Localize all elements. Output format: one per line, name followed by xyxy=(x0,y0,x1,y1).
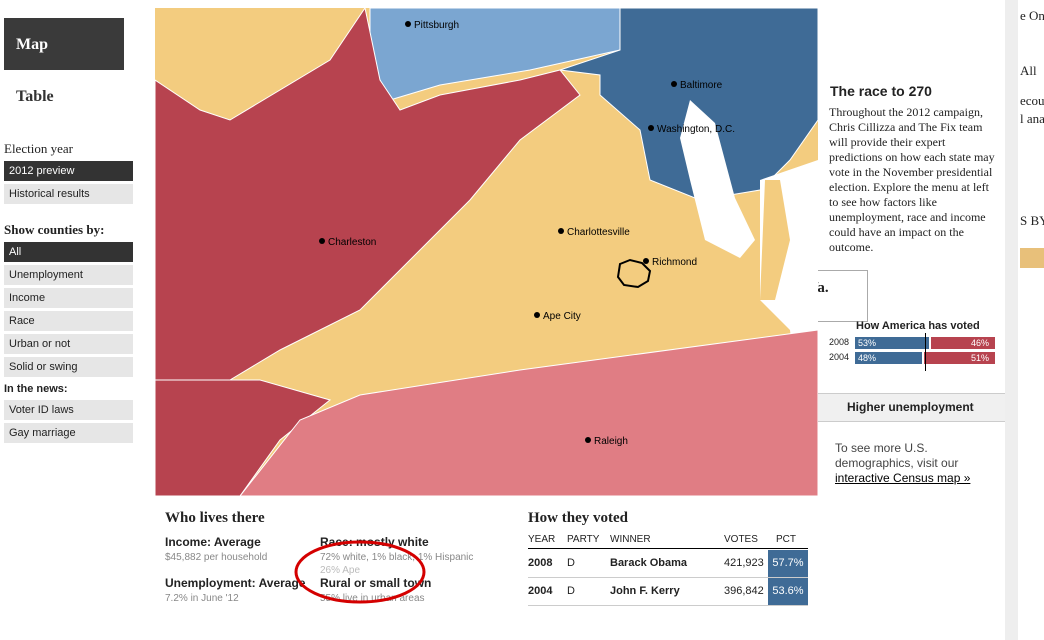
city-dot xyxy=(585,437,591,443)
city-dot xyxy=(405,21,411,27)
bar-label: 48% xyxy=(858,353,877,363)
table-cell: John F. Kerry xyxy=(610,585,680,597)
section-label: Show counties by: xyxy=(4,222,105,237)
year-option[interactable]: 2012 preview xyxy=(4,161,133,182)
news-link[interactable]: Gay marriage xyxy=(4,423,133,444)
panel-title: Who lives there xyxy=(165,510,265,526)
row-rule xyxy=(528,577,808,578)
map[interactable]: Pittsburgh Baltimore Washington, D.C. Charl… xyxy=(155,8,818,496)
profile-detail: 7.2% in June '12 xyxy=(165,593,239,604)
column-header: VOTES xyxy=(724,534,758,545)
rep-bar xyxy=(923,352,995,364)
city-dot xyxy=(558,228,564,234)
divider xyxy=(1005,0,1018,640)
edge-bar xyxy=(1020,248,1044,268)
bar-label: 51% xyxy=(971,353,990,363)
filter-option[interactable]: All xyxy=(4,242,133,263)
filter-option[interactable]: Unemployment xyxy=(4,265,133,286)
city-label: Ape City xyxy=(543,311,581,322)
table-cell: 53.6% xyxy=(768,578,808,605)
clipped-text: S BY xyxy=(1020,213,1044,228)
table-cell: 396,842 xyxy=(724,585,764,597)
clipped-text: All xyxy=(1020,63,1037,78)
city-label: Charlottesville xyxy=(567,227,630,238)
panel-body: Throughout the 2012 campaign, Chris Cill… xyxy=(829,105,995,254)
column-header: PARTY xyxy=(567,534,600,545)
census-text: To see more U.S. demographics, visit our xyxy=(835,441,959,470)
profile-detail: 55% live in urban areas xyxy=(320,593,425,604)
column-header: PCT xyxy=(776,534,796,545)
column-header: WINNER xyxy=(610,534,651,545)
filter-option[interactable]: Income xyxy=(4,288,133,309)
year-label: 2004 xyxy=(829,352,850,362)
filter-option[interactable]: Urban or not xyxy=(4,334,133,355)
clipped-text: e On xyxy=(1020,8,1044,23)
filter-option[interactable]: Race xyxy=(4,311,133,332)
profile-label: Unemployment: Average xyxy=(165,576,306,590)
year-label: 2008 xyxy=(829,337,850,347)
section-label: In the news: xyxy=(4,383,68,395)
dem-bar xyxy=(855,337,930,349)
city-label: Charleston xyxy=(328,237,376,248)
filter-option[interactable]: Solid or swing xyxy=(4,357,133,378)
panel-title: The race to 270 xyxy=(830,83,932,99)
table-tab[interactable]: Table xyxy=(16,88,54,105)
carousel-label[interactable]: Higher unemployment xyxy=(847,400,974,414)
dem-bar xyxy=(855,352,923,364)
table-cell: D xyxy=(567,585,575,597)
table-cell: 2008 xyxy=(528,557,553,569)
clipped-text: l ana xyxy=(1020,111,1044,126)
profile-label: Income: Average xyxy=(165,535,261,549)
profile-label: Rural or small town xyxy=(320,576,432,590)
city-label: Baltimore xyxy=(680,80,723,91)
map-tab[interactable]: Map xyxy=(4,18,124,70)
section-label: Election year xyxy=(4,141,73,156)
midline xyxy=(925,333,926,371)
table-cell: D xyxy=(567,557,575,569)
census-link[interactable]: interactive Census map » xyxy=(835,471,971,485)
city-dot xyxy=(643,258,649,264)
city-label: Pittsburgh xyxy=(414,20,459,31)
profile-detail: 26% Ape xyxy=(320,565,361,576)
bar-label: 53% xyxy=(858,338,877,348)
city-label: Richmond xyxy=(652,257,697,268)
city-dot xyxy=(671,81,677,87)
city-dot xyxy=(648,125,654,131)
column-header: YEAR xyxy=(528,534,556,545)
city-dot xyxy=(534,312,540,318)
city-label: Washington, D.C. xyxy=(657,124,735,135)
table-cell: Barack Obama xyxy=(610,557,688,569)
panel-title: How they voted xyxy=(528,510,628,526)
table-cell: 2004 xyxy=(528,585,553,597)
table-rule xyxy=(528,548,808,549)
row-rule xyxy=(528,605,808,606)
profile-detail: 72% white, 1% black, 1% Hispanic xyxy=(320,552,474,563)
news-link[interactable]: Voter ID laws xyxy=(4,400,133,421)
carousel-bar xyxy=(818,393,1005,422)
year-option[interactable]: Historical results xyxy=(4,184,133,205)
profile-detail: $45,882 per household xyxy=(165,552,268,563)
city-dot xyxy=(319,238,325,244)
annotation-circle xyxy=(294,540,426,604)
chart-title: How America has voted xyxy=(856,320,980,332)
city-label: Raleigh xyxy=(594,436,628,447)
table-cell: 421,923 xyxy=(724,557,764,569)
rep-bar xyxy=(930,337,995,349)
bar-label: 46% xyxy=(971,338,990,348)
table-cell: 57.7% xyxy=(768,550,808,577)
